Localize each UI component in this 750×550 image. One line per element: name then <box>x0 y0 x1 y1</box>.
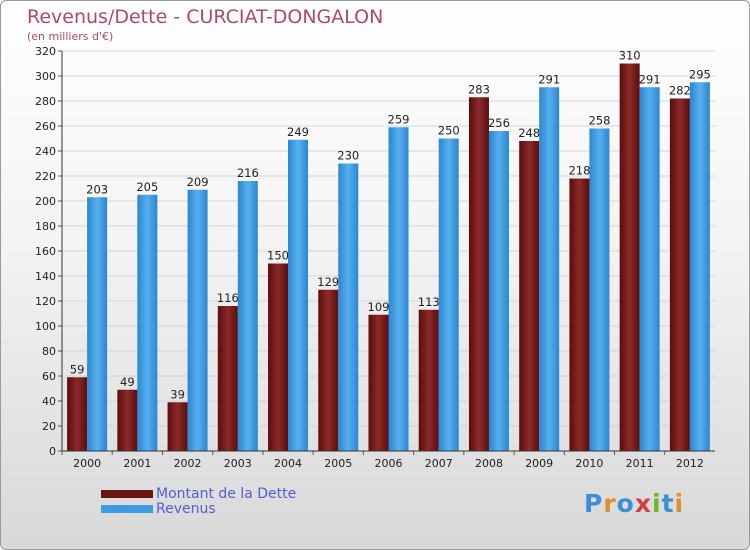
legend-swatch-debt <box>101 490 153 498</box>
bar-revenus <box>87 197 108 451</box>
proxiti-logo: Proxiti <box>584 489 685 518</box>
data-label: 205 <box>136 180 158 194</box>
chart-subtitle: (en milliers d'€) <box>27 30 114 43</box>
bars: 59 203 49 205 39 209 116 216 150 249 129 230 109 259 1… <box>67 49 711 451</box>
bar-dette <box>569 178 590 451</box>
x-tick-label: 2012 <box>676 457 704 470</box>
data-label: 295 <box>689 67 711 81</box>
data-label: 116 <box>217 291 239 305</box>
legend-label-debt: Montant de la Dette <box>156 486 297 502</box>
data-label: 218 <box>568 164 590 178</box>
chart-title: Revenus/Dette - CURCIAT-DONGALON <box>27 6 384 28</box>
data-label: 249 <box>287 125 309 139</box>
data-label: 203 <box>86 182 108 196</box>
data-label: 129 <box>317 275 339 289</box>
x-tick-label: 2011 <box>626 457 654 470</box>
y-tick-label: 240 <box>35 145 56 158</box>
legend-label-revenus: Revenus <box>156 501 216 517</box>
x-tick-label: 2006 <box>375 457 403 470</box>
x-tick-label: 2001 <box>123 457 151 470</box>
bar-revenus <box>639 87 660 451</box>
bar-revenus <box>438 138 459 451</box>
y-tick-label: 280 <box>35 95 56 108</box>
bar-dette <box>67 377 88 451</box>
data-label: 49 <box>120 375 135 389</box>
bar-revenus <box>689 82 710 451</box>
bar-dette <box>368 314 389 451</box>
bar-dette <box>318 289 339 451</box>
x-tick-label: 2005 <box>324 457 352 470</box>
y-tick-label: 140 <box>35 270 56 283</box>
data-label: 250 <box>438 124 460 138</box>
y-tick-label: 40 <box>42 395 56 408</box>
y-tick-label: 200 <box>35 195 56 208</box>
data-label: 109 <box>368 300 390 314</box>
bar-revenus <box>338 163 359 451</box>
bar-revenus <box>237 181 258 451</box>
bar-revenus <box>589 128 610 451</box>
data-label: 310 <box>619 49 641 63</box>
x-tick-label: 2009 <box>525 457 553 470</box>
y-tick-label: 100 <box>35 320 56 333</box>
y-tick-label: 260 <box>35 120 56 133</box>
y-tick-label: 320 <box>35 45 56 58</box>
x-tick-label: 2000 <box>73 457 101 470</box>
bar-dette <box>669 98 690 451</box>
bar-revenus <box>539 87 560 451</box>
data-label: 282 <box>669 84 691 98</box>
bar-dette <box>418 309 439 451</box>
y-tick-label: 220 <box>35 170 56 183</box>
bar-revenus <box>288 139 309 451</box>
y-tick-label: 300 <box>35 70 56 83</box>
bar-revenus <box>137 194 158 451</box>
bar-dette <box>468 97 489 451</box>
y-tick-label: 160 <box>35 245 56 258</box>
bar-revenus <box>187 189 208 451</box>
x-tick-label: 2007 <box>425 457 453 470</box>
y-tick-label: 20 <box>42 420 56 433</box>
data-label: 291 <box>538 72 560 86</box>
data-label: 209 <box>187 175 209 189</box>
bar-dette <box>217 306 238 451</box>
data-label: 283 <box>468 82 490 96</box>
y-tick-label: 0 <box>49 445 56 458</box>
bar-dette <box>167 402 188 451</box>
data-label: 256 <box>488 116 510 130</box>
data-label: 113 <box>418 295 440 309</box>
bar-revenus <box>388 127 409 451</box>
data-label: 216 <box>237 166 259 180</box>
data-label: 258 <box>588 114 610 128</box>
data-label: 248 <box>518 126 540 140</box>
bar-dette <box>619 63 640 451</box>
y-tick-label: 60 <box>42 370 56 383</box>
y-tick-label: 80 <box>42 345 56 358</box>
x-tick-label: 2003 <box>224 457 252 470</box>
x-tick-label: 2004 <box>274 457 302 470</box>
data-label: 39 <box>170 387 185 401</box>
y-axis-ticks: 0 20 40 60 80 100 120 140 160 180 200 220 240 260 280 3… <box>35 45 62 458</box>
data-label: 291 <box>639 72 661 86</box>
legend-swatch-revenus <box>101 505 153 513</box>
data-label: 59 <box>70 362 85 376</box>
x-axis-ticks: 2000 2001 2002 2003 2004 2005 2006 2007 2008 2009… <box>61 451 704 470</box>
data-label: 259 <box>388 112 410 126</box>
data-label: 230 <box>337 149 359 163</box>
axes <box>61 51 715 452</box>
x-tick-label: 2008 <box>475 457 503 470</box>
bar-revenus <box>488 131 509 451</box>
bar-dette <box>268 263 289 451</box>
bar-dette <box>117 389 138 451</box>
x-tick-label: 2010 <box>575 457 603 470</box>
bar-dette <box>519 141 540 451</box>
y-tick-label: 180 <box>35 220 56 233</box>
y-tick-label: 120 <box>35 295 56 308</box>
x-tick-label: 2002 <box>174 457 202 470</box>
data-label: 150 <box>267 249 289 263</box>
